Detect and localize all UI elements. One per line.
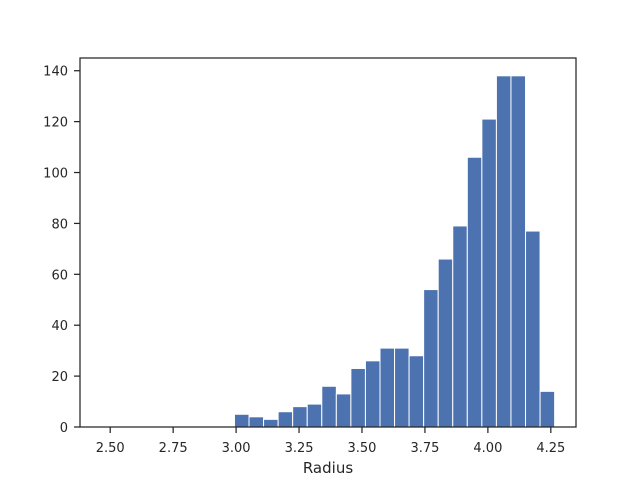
histogram-bar	[364, 360, 381, 428]
histogram-bar	[394, 347, 410, 428]
histogram-bar	[335, 393, 352, 428]
histogram-bar	[248, 416, 265, 428]
y-tick-label: 100	[43, 167, 68, 182]
x-tick-label: 2.75	[159, 441, 188, 456]
y-tick-label: 20	[51, 370, 68, 385]
x-tick-label: 4.00	[473, 441, 502, 456]
y-tick-label: 140	[43, 65, 68, 80]
plot-frame	[79, 57, 577, 428]
x-axis-label: Radius	[303, 459, 353, 477]
histogram-bar	[539, 390, 556, 428]
y-tick-label: 0	[60, 421, 68, 436]
histogram-bar	[423, 289, 439, 428]
x-tick-label: 4.25	[536, 441, 565, 456]
histogram-bar	[510, 75, 527, 428]
y-tick-label: 120	[43, 116, 68, 131]
x-tick-label: 3.25	[285, 441, 314, 456]
y-tick-label: 40	[51, 319, 68, 334]
x-tick-label: 3.00	[222, 441, 251, 456]
histogram-bar	[525, 230, 541, 428]
histogram-bar	[466, 156, 483, 428]
histogram-bar	[437, 258, 454, 428]
histogram-bar	[263, 418, 279, 428]
histogram-bar	[495, 75, 512, 428]
histogram-bar	[350, 367, 366, 428]
histogram-bar	[292, 406, 308, 428]
histogram-bar	[481, 118, 497, 428]
x-tick-label: 3.75	[410, 441, 439, 456]
x-tick-label: 3.50	[348, 441, 377, 456]
histogram-bar	[277, 411, 294, 428]
bars-layer	[233, 75, 556, 428]
histogram-bar	[452, 225, 468, 428]
histogram-bar	[408, 355, 425, 428]
ticks-layer: 2.50 2.75 3.00 3.25 3.50 3.75 4.00 4.25 0 20 40 60 8…	[43, 65, 565, 456]
histogram-bar	[233, 413, 250, 428]
y-tick-label: 60	[51, 268, 68, 283]
histogram-bar	[379, 347, 396, 428]
histogram-bar	[306, 403, 323, 428]
x-tick-label: 2.50	[96, 441, 125, 456]
y-tick-label: 80	[51, 217, 68, 232]
histogram-bar	[321, 385, 337, 428]
